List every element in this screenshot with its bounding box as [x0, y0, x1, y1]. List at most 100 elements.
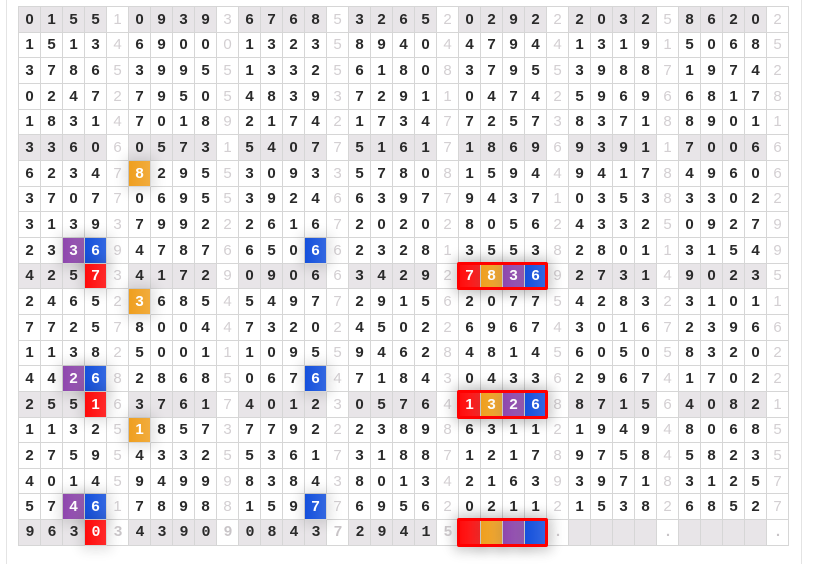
digit-cell[interactable]: 7: [283, 366, 305, 392]
digit-cell[interactable]: 1: [525, 417, 547, 444]
digit-cell[interactable]: 1: [613, 314, 635, 341]
digit-cell[interactable]: 1: [261, 109, 283, 136]
separator-cell[interactable]: 5: [657, 7, 679, 33]
separator-cell[interactable]: 7: [657, 58, 679, 84]
digit-cell[interactable]: 4: [745, 237, 767, 264]
separator-cell[interactable]: 4: [327, 366, 349, 392]
digit-cell[interactable]: 9: [591, 366, 613, 392]
digit-cell[interactable]: 2: [349, 212, 371, 238]
digit-cell[interactable]: 9: [635, 417, 657, 444]
digit-cell[interactable]: 7: [481, 58, 503, 84]
digit-cell[interactable]: 4: [481, 366, 503, 392]
digit-cell[interactable]: 3: [63, 340, 85, 367]
digit-cell[interactable]: 0: [723, 109, 745, 136]
digit-cell[interactable]: 8: [459, 212, 481, 238]
digit-cell[interactable]: 1: [525, 494, 547, 521]
digit-cell[interactable]: 0: [19, 83, 41, 110]
digit-cell[interactable]: 9: [151, 212, 173, 238]
separator-cell[interactable]: 1: [767, 391, 789, 418]
digit-cell[interactable]: 4: [525, 83, 547, 110]
highlighted-digit-cell[interactable]: 6: [525, 263, 547, 290]
digit-cell[interactable]: 3: [393, 109, 415, 136]
separator-cell[interactable]: 5: [217, 186, 239, 213]
digit-cell[interactable]: 4: [481, 83, 503, 110]
digit-cell[interactable]: 5: [503, 212, 525, 238]
digit-cell[interactable]: 2: [283, 186, 305, 213]
digit-cell[interactable]: 2: [129, 366, 151, 392]
highlighted-digit-cell[interactable]: 7: [459, 263, 481, 290]
separator-cell[interactable]: 8: [657, 109, 679, 136]
digit-cell[interactable]: 0: [41, 468, 63, 495]
separator-cell[interactable]: 2: [437, 212, 459, 238]
separator-cell[interactable]: 7: [217, 391, 239, 418]
separator-cell[interactable]: 7: [107, 186, 129, 213]
digit-cell[interactable]: 7: [679, 135, 701, 161]
digit-cell[interactable]: 7: [129, 212, 151, 238]
digit-cell[interactable]: 7: [415, 186, 437, 213]
digit-cell[interactable]: 3: [679, 186, 701, 213]
separator-cell[interactable]: 3: [327, 83, 349, 110]
digit-cell[interactable]: 5: [393, 494, 415, 521]
separator-cell[interactable]: 2: [437, 7, 459, 33]
digit-cell[interactable]: 9: [723, 314, 745, 341]
separator-cell[interactable]: 2: [327, 417, 349, 444]
digit-cell[interactable]: 2: [239, 109, 261, 136]
digit-cell[interactable]: 2: [41, 263, 63, 290]
digit-cell[interactable]: 6: [19, 160, 41, 187]
digit-cell[interactable]: 5: [415, 289, 437, 315]
separator-cell[interactable]: 2: [547, 212, 569, 238]
digit-cell[interactable]: 2: [745, 366, 767, 392]
digit-cell[interactable]: 4: [371, 340, 393, 367]
digit-cell[interactable]: 1: [239, 58, 261, 84]
digit-cell[interactable]: 3: [415, 468, 437, 495]
digit-cell[interactable]: 1: [239, 340, 261, 367]
highlighted-digit-cell[interactable]: 6: [85, 494, 107, 521]
separator-cell[interactable]: 5: [217, 58, 239, 84]
digit-cell[interactable]: 3: [261, 58, 283, 84]
digit-cell[interactable]: 2: [415, 340, 437, 367]
digit-cell[interactable]: 0: [459, 7, 481, 33]
digit-cell[interactable]: 2: [635, 7, 657, 33]
digit-cell[interactable]: 4: [525, 160, 547, 187]
digit-cell[interactable]: 1: [613, 391, 635, 418]
digit-cell[interactable]: [393, 520, 415, 546]
digit-cell[interactable]: 5: [679, 32, 701, 59]
digit-cell[interactable]: 1: [745, 289, 767, 315]
digit-cell[interactable]: 7: [591, 443, 613, 469]
digit-cell[interactable]: 3: [503, 186, 525, 213]
digit-cell[interactable]: 5: [63, 443, 85, 469]
digit-cell[interactable]: 9: [503, 7, 525, 33]
digit-cell[interactable]: 8: [151, 366, 173, 392]
digit-cell[interactable]: 6: [393, 7, 415, 33]
digit-cell[interactable]: 3: [569, 314, 591, 341]
digit-cell[interactable]: [283, 520, 305, 546]
highlighted-digit-cell[interactable]: 3: [129, 289, 151, 315]
highlighted-digit-cell[interactable]: 3: [481, 391, 503, 418]
digit-cell[interactable]: [701, 520, 723, 546]
digit-cell[interactable]: 3: [239, 160, 261, 187]
digit-cell[interactable]: 3: [63, 417, 85, 444]
separator-cell[interactable]: 2: [767, 7, 789, 33]
digit-cell[interactable]: 7: [41, 314, 63, 341]
digit-cell[interactable]: 7: [151, 391, 173, 418]
digit-cell[interactable]: 2: [19, 237, 41, 264]
digit-cell[interactable]: 7: [261, 7, 283, 33]
digit-cell[interactable]: 8: [481, 340, 503, 367]
digit-cell[interactable]: 0: [151, 340, 173, 367]
separator-cell[interactable]: 8: [767, 83, 789, 110]
digit-cell[interactable]: 3: [701, 314, 723, 341]
separator-cell[interactable]: 1: [767, 109, 789, 136]
digit-cell[interactable]: 5: [635, 391, 657, 418]
digit-cell[interactable]: 6: [415, 494, 437, 521]
separator-cell[interactable]: 5: [327, 32, 349, 59]
digit-cell[interactable]: 8: [349, 468, 371, 495]
digit-cell[interactable]: 9: [503, 58, 525, 84]
separator-cell[interactable]: 2: [767, 340, 789, 367]
digit-cell[interactable]: 5: [723, 237, 745, 264]
separator-cell[interactable]: 3: [107, 263, 129, 290]
digit-cell[interactable]: 5: [195, 186, 217, 213]
digit-cell[interactable]: 3: [63, 109, 85, 136]
digit-cell[interactable]: 2: [393, 237, 415, 264]
digit-cell[interactable]: 7: [349, 366, 371, 392]
separator-cell[interactable]: 6: [217, 237, 239, 264]
